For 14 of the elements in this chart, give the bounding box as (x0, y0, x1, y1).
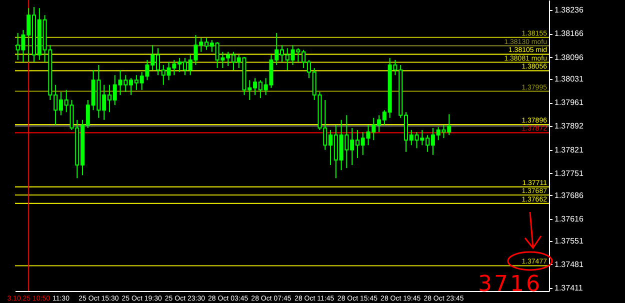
y-tick-label: 1.37551 (554, 236, 584, 246)
y-tick-label: 1.38166 (554, 29, 584, 38)
y-tick-label: 1.38031 (554, 74, 584, 84)
annotation: 3716 (478, 272, 542, 298)
y-tick-label: 1.37961 (554, 98, 584, 108)
y-tick-label: 1.37616 (554, 214, 584, 224)
y-tick-label: 1.38096 (554, 52, 584, 62)
y-tick-label: 1.38236 (554, 6, 584, 15)
y-tick-label: 1.37751 (554, 168, 584, 178)
y-tick-label: 1.37892 (554, 121, 584, 130)
y-tick-label: 1.37686 (554, 190, 584, 200)
y-tick-label: 1.37821 (554, 145, 584, 154)
y-tick-label: 1.37411 (554, 283, 584, 292)
y-tick-label: 1.37481 (554, 260, 584, 269)
